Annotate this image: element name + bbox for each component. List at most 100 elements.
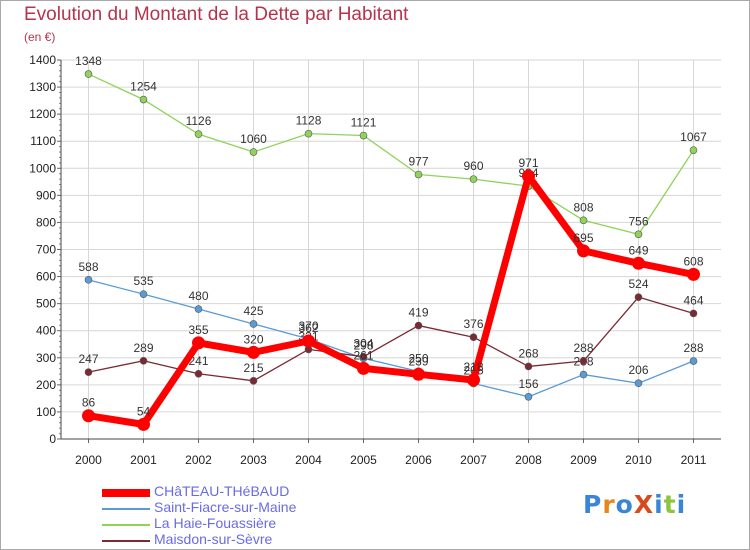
data-point [194, 369, 203, 378]
data-point [524, 362, 533, 371]
y-tick-label: 1100 [30, 134, 56, 148]
data-label: 362 [298, 321, 318, 335]
chart-unit-label: (en €) [24, 30, 56, 44]
data-point [414, 321, 423, 330]
data-label: 86 [82, 396, 96, 410]
data-label: 206 [628, 363, 648, 377]
data-label: 1126 [186, 114, 212, 128]
chart-title: Evolution du Montant de la Dette par Hab… [24, 4, 409, 25]
y-tick-label: 900 [36, 188, 56, 202]
data-point [247, 345, 260, 359]
data-label: 215 [243, 361, 263, 375]
legend-label: Maisdon-sur-Sèvre [154, 531, 273, 547]
data-point [359, 131, 368, 140]
data-point [302, 334, 315, 348]
data-point [579, 216, 588, 225]
y-tick-label: 400 [36, 324, 56, 338]
data-label: 1060 [240, 132, 267, 146]
series-line-3 [88, 296, 694, 382]
x-tick-label: 2001 [130, 453, 157, 467]
series-line-1 [88, 279, 694, 398]
data-point [579, 370, 588, 379]
legend-swatch [102, 524, 150, 526]
data-label: 288 [683, 341, 703, 355]
data-label: 247 [78, 352, 98, 366]
data-label: 695 [573, 231, 593, 245]
data-point [414, 170, 423, 179]
x-tick-label: 2011 [681, 453, 707, 467]
y-tick-label: 1400 [29, 53, 56, 67]
data-label: 960 [463, 159, 483, 173]
data-label: 370 [298, 319, 318, 333]
x-tick-label: 2005 [350, 453, 377, 467]
data-point [192, 336, 205, 350]
data-point [634, 230, 643, 239]
data-label: 419 [408, 306, 428, 320]
data-point [249, 320, 258, 328]
data-point [689, 146, 698, 154]
x-tick-label: 2002 [185, 453, 212, 467]
data-label: 1121 [351, 116, 377, 130]
x-tick-label: 2006 [405, 453, 432, 467]
y-tick-label: 200 [36, 378, 56, 392]
data-label: 756 [628, 214, 648, 228]
data-point [249, 376, 258, 385]
y-tick-label: 500 [36, 297, 56, 311]
y-tick-label: 1300 [29, 80, 56, 94]
y-tick-label: 1000 [29, 161, 56, 175]
y-tick-label: 1200 [29, 107, 56, 121]
y-tick-label: 0 [49, 432, 56, 446]
data-label: 588 [78, 260, 98, 274]
data-label: 1254 [130, 80, 157, 94]
proxiti-logo: ProXiti [583, 490, 687, 519]
data-point [84, 368, 93, 376]
legend-label: Saint-Fiacre-sur-Maine [154, 499, 297, 515]
data-label: 261 [353, 348, 373, 362]
data-label: 268 [518, 346, 538, 360]
data-point [524, 392, 533, 401]
data-point [469, 333, 478, 342]
data-point [634, 293, 643, 301]
data-point [304, 129, 313, 138]
y-tick-label: 300 [36, 351, 56, 365]
series-line-2 [88, 73, 695, 235]
data-label: 376 [463, 317, 483, 331]
legend-swatch [102, 508, 150, 510]
data-label: 608 [683, 254, 703, 268]
data-label: 54 [137, 404, 151, 418]
data-point [632, 256, 645, 270]
x-tick-label: 2007 [460, 453, 487, 467]
data-point [137, 417, 150, 431]
legend-swatch [102, 540, 150, 542]
data-label: 535 [133, 274, 153, 288]
data-label: 304 [353, 337, 373, 351]
data-label: 289 [133, 341, 153, 355]
x-tick-label: 2000 [75, 453, 102, 467]
data-label: 298 [353, 338, 373, 352]
y-tick-label: 800 [36, 215, 56, 229]
data-label: 1348 [75, 54, 102, 68]
data-point [194, 305, 203, 313]
data-point [412, 367, 425, 381]
data-point [579, 357, 588, 365]
data-label: 241 [188, 354, 208, 368]
legend-label: La Haie-Fouassière [154, 515, 277, 531]
data-point [139, 356, 148, 365]
data-label: 288 [573, 341, 593, 355]
data-point [249, 148, 258, 156]
data-label: 239 [408, 354, 428, 368]
data-point [84, 70, 93, 78]
legend-label: CHâTEAU-THéBAUD [154, 483, 290, 499]
data-label: 425 [243, 304, 263, 318]
data-label: 320 [243, 332, 263, 346]
y-tick-label: 700 [36, 243, 56, 257]
data-point [467, 373, 480, 387]
y-tick-label: 600 [36, 270, 56, 284]
data-point [687, 267, 700, 281]
data-label: 971 [518, 156, 538, 170]
x-tick-label: 2008 [515, 453, 542, 467]
data-point [577, 244, 590, 258]
data-label: 250 [408, 351, 428, 365]
data-label: 156 [518, 377, 538, 391]
x-tick-label: 2010 [625, 453, 652, 467]
